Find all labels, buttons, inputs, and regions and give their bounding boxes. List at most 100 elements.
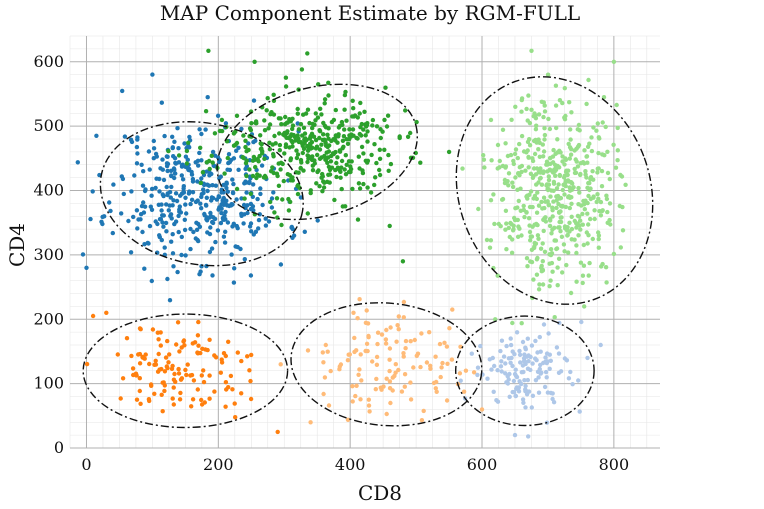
data-point <box>388 325 393 330</box>
data-point <box>196 343 201 348</box>
data-point <box>527 229 533 235</box>
data-point <box>216 194 221 199</box>
data-point <box>323 157 328 162</box>
data-point <box>314 181 319 186</box>
data-point <box>133 371 139 376</box>
data-point <box>188 373 193 378</box>
data-point <box>574 225 579 230</box>
data-point <box>305 51 310 56</box>
data-point <box>478 343 483 349</box>
data-point <box>313 111 318 116</box>
data-point <box>170 251 176 256</box>
data-point <box>428 363 433 368</box>
data-point <box>414 353 419 358</box>
data-point <box>382 147 387 152</box>
data-point <box>272 133 277 139</box>
data-point <box>504 221 509 226</box>
data-point <box>576 233 581 238</box>
data-point <box>536 390 542 395</box>
data-point <box>300 150 305 156</box>
data-point <box>365 139 370 144</box>
data-point <box>620 228 626 233</box>
data-point <box>115 352 121 357</box>
data-point <box>203 127 208 132</box>
data-point <box>424 360 430 365</box>
data-point <box>588 186 593 191</box>
data-point <box>551 199 556 204</box>
data-point <box>578 260 584 265</box>
data-point <box>351 106 356 111</box>
data-point <box>605 170 611 176</box>
data-point <box>248 191 253 196</box>
data-point <box>343 204 348 209</box>
data-point <box>586 222 591 227</box>
data-point <box>561 242 567 247</box>
data-point <box>556 209 562 215</box>
data-point <box>547 284 552 289</box>
data-point <box>460 166 465 171</box>
data-point <box>421 408 426 414</box>
data-point <box>617 203 622 209</box>
data-point <box>548 247 554 252</box>
data-point <box>184 161 190 166</box>
data-point <box>602 153 607 158</box>
data-point <box>332 197 337 203</box>
data-point <box>512 432 518 438</box>
data-point <box>554 246 560 251</box>
data-point <box>403 338 409 344</box>
data-point <box>312 122 317 128</box>
data-point <box>88 216 93 222</box>
data-point <box>548 168 553 173</box>
data-point <box>566 250 571 255</box>
data-point <box>505 179 510 184</box>
data-point <box>591 195 596 200</box>
data-point <box>222 240 228 245</box>
data-point <box>249 229 254 234</box>
data-point <box>176 153 182 158</box>
data-point <box>540 259 545 264</box>
data-point <box>234 197 239 202</box>
data-point <box>207 231 213 237</box>
data-point <box>234 223 239 229</box>
data-point <box>546 202 551 207</box>
data-point <box>107 200 112 205</box>
data-point <box>351 114 357 119</box>
data-point <box>591 125 596 130</box>
data-point <box>365 348 370 354</box>
data-point <box>525 118 530 123</box>
data-point <box>618 172 623 178</box>
data-point <box>546 182 552 187</box>
data-point <box>581 263 587 268</box>
data-point <box>521 149 527 154</box>
data-point <box>174 342 179 347</box>
data-point <box>129 353 134 359</box>
data-point <box>419 418 425 423</box>
data-point <box>596 245 601 250</box>
data-point <box>525 264 530 269</box>
data-point <box>504 380 509 385</box>
data-point <box>229 202 234 207</box>
data-point <box>326 172 331 177</box>
data-point <box>169 216 174 221</box>
data-point <box>330 151 336 156</box>
data-point <box>531 166 537 171</box>
data-point <box>344 162 349 167</box>
data-point <box>295 183 300 189</box>
data-point <box>283 142 289 147</box>
data-point <box>219 206 224 211</box>
data-point <box>315 218 320 223</box>
data-point <box>357 367 362 372</box>
data-point <box>277 131 282 136</box>
data-point <box>574 279 579 284</box>
data-point <box>528 354 533 360</box>
data-point <box>526 165 531 170</box>
data-point <box>515 234 521 239</box>
data-point <box>544 375 549 380</box>
data-point <box>244 190 249 195</box>
data-point <box>135 137 140 142</box>
data-point <box>440 360 445 366</box>
data-point <box>550 205 555 210</box>
data-point <box>513 147 519 152</box>
data-point <box>253 119 259 124</box>
data-point <box>140 229 145 235</box>
